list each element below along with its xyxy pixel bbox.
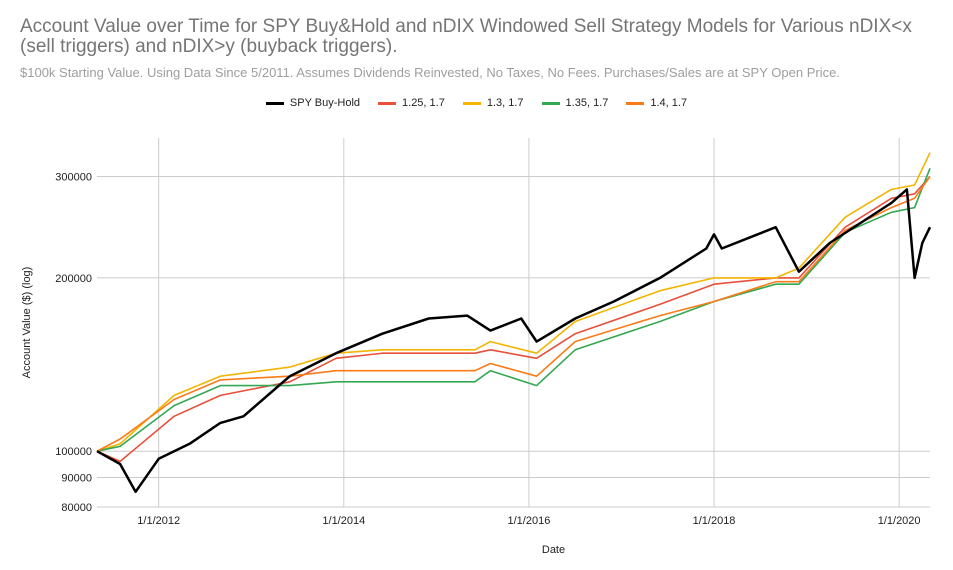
legend-label: 1.35, 1.7 <box>565 97 609 109</box>
legend-swatch <box>541 101 560 105</box>
x-tick-label: 1/1/2016 <box>508 515 551 527</box>
x-axis-title: Date <box>542 544 565 556</box>
legend-item: 1.35, 1.7 <box>541 97 609 109</box>
legend-item: 1.3, 1.7 <box>462 97 524 109</box>
legend-item: 1.25, 1.7 <box>378 97 445 109</box>
series-line-1-4-1-7 <box>96 176 931 452</box>
y-tick-label: 100000 <box>55 446 92 458</box>
legend-swatch <box>265 101 284 105</box>
legend-label: 1.3, 1.7 <box>486 97 524 109</box>
legend-swatch <box>462 101 481 105</box>
legend-label: 1.4, 1.7 <box>650 97 688 109</box>
x-tick-label: 1/1/2018 <box>693 515 736 527</box>
series-line-1-35-1-7 <box>96 168 931 452</box>
y-tick-label: 200000 <box>55 273 92 285</box>
x-tick-label: 1/1/2014 <box>322 515 365 527</box>
series-line-1-3-1-7 <box>96 152 931 452</box>
series-line-spy-buy-hold <box>96 188 932 494</box>
y-tick-label: 80000 <box>61 502 92 514</box>
y-axis-title: Account Value ($) (log) <box>21 267 33 379</box>
y-tick-label: 300000 <box>55 172 92 184</box>
y-tick-label: 90000 <box>61 473 92 485</box>
x-tick-label: 1/1/2020 <box>878 515 921 527</box>
chart-title: Account Value over Time for SPY Buy&Hold… <box>20 16 912 57</box>
legend-label: 1.25, 1.7 <box>402 97 445 109</box>
legend-item: SPY Buy-Hold <box>265 97 361 109</box>
legend-item: 1.4, 1.7 <box>626 97 687 109</box>
legend-swatch <box>626 101 645 105</box>
x-tick-label: 1/1/2012 <box>137 515 180 527</box>
chart-legend: SPY Buy-Hold 1.25, 1.7 1.3, 1.7 1.35, 1.7 1.… <box>0 97 953 109</box>
chart-subtitle: $100k Starting Value. Using Data Since 5… <box>20 65 840 80</box>
legend-label: SPY Buy-Hold <box>289 97 361 109</box>
legend-swatch <box>378 101 397 105</box>
series-line-1-25-1-7 <box>96 175 931 463</box>
